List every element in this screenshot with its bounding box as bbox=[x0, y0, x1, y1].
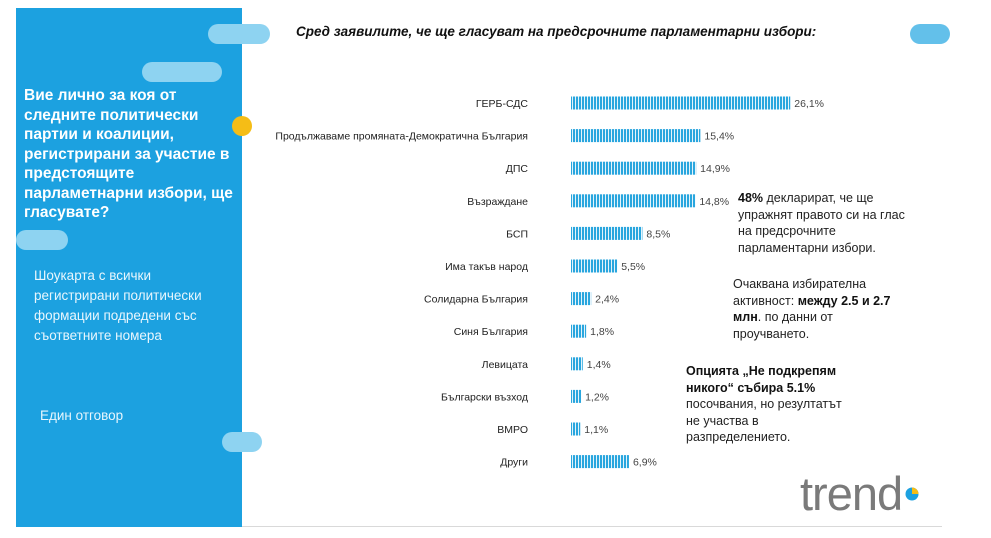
category-label: Възраждане bbox=[467, 196, 528, 208]
value-label: 1,1% bbox=[584, 424, 608, 436]
value-label: 26,1% bbox=[794, 98, 824, 110]
none-option-note: Опцията „Не подкрепям никого“ събира 5.1… bbox=[686, 363, 846, 446]
category-label: Други bbox=[500, 457, 528, 469]
decor-pill bbox=[222, 432, 262, 452]
category-label: ДПС bbox=[506, 163, 529, 175]
trend-logo: trend bbox=[800, 467, 903, 520]
value-label: 1,4% bbox=[587, 359, 611, 371]
answer-type: Един отговор bbox=[40, 408, 124, 423]
decor-pill bbox=[910, 24, 950, 44]
decor-pill bbox=[16, 230, 68, 250]
category-label: БСП bbox=[506, 228, 528, 240]
value-label: 8,5% bbox=[646, 228, 670, 240]
survey-subtext: Шоукарта с всички регистрирани политичес… bbox=[34, 268, 202, 343]
decor-pill bbox=[208, 24, 270, 44]
bar bbox=[571, 357, 583, 371]
category-label: Левицата bbox=[482, 359, 528, 371]
value-label: 1,2% bbox=[585, 391, 609, 403]
accent-dot-icon bbox=[232, 116, 252, 136]
value-label: 14,8% bbox=[699, 196, 729, 208]
bar bbox=[571, 324, 587, 338]
bar bbox=[571, 161, 697, 175]
bar bbox=[571, 194, 696, 208]
bar bbox=[571, 129, 701, 143]
turnout-text: декларират, че ще упражнят правото си на… bbox=[738, 191, 905, 255]
bar bbox=[571, 259, 618, 273]
turnout-note: 48% декларират, че ще упражнят правото с… bbox=[738, 190, 908, 256]
bottom-divider bbox=[242, 526, 942, 527]
expected-turnout-note: Очаквана избирателна активност: между 2.… bbox=[733, 276, 898, 342]
chart-title: Сред заявилите, че ще гласуват на предср… bbox=[296, 24, 817, 39]
value-label: 2,4% bbox=[595, 294, 619, 306]
category-label: Солидарна България bbox=[424, 294, 528, 306]
trend-logo-dot-icon bbox=[905, 487, 919, 501]
decor-pill bbox=[142, 62, 222, 82]
value-label: 6,9% bbox=[633, 457, 657, 469]
bar bbox=[571, 226, 643, 240]
expected-turnout-range: между 2.5 и 2.7 млн bbox=[733, 293, 891, 325]
expected-turnout-text2: . по данни от проучването. bbox=[733, 310, 833, 341]
none-option-bold: Опцията „Не подкрепям никого“ събира 5.1… bbox=[686, 364, 837, 395]
value-label: 14,9% bbox=[700, 163, 730, 175]
value-label: 1,8% bbox=[590, 326, 614, 338]
category-label: Български възход bbox=[441, 391, 528, 403]
category-label: Продължаваме промяната-Демократична Бълг… bbox=[275, 131, 528, 143]
bar bbox=[571, 292, 592, 306]
bar bbox=[571, 96, 791, 110]
bar bbox=[571, 455, 629, 469]
turnout-pct: 48% bbox=[738, 191, 764, 205]
none-option-text: посочвания, но резултатът не участва в р… bbox=[686, 397, 842, 444]
category-label: Има такъв народ bbox=[445, 261, 528, 273]
value-label: 15,4% bbox=[704, 131, 734, 143]
category-label: Синя България bbox=[454, 326, 528, 338]
bar bbox=[571, 389, 582, 403]
value-label: 5,5% bbox=[621, 261, 645, 273]
category-label: ГЕРБ-СДС bbox=[476, 98, 529, 110]
survey-question: Вие лично за коя от следните политически… bbox=[24, 87, 233, 221]
category-label: ВМРО bbox=[497, 424, 528, 436]
question-panel bbox=[16, 8, 242, 527]
bar bbox=[571, 422, 581, 436]
expected-turnout-text1: Очаквана избирателна активност: bbox=[733, 277, 867, 308]
